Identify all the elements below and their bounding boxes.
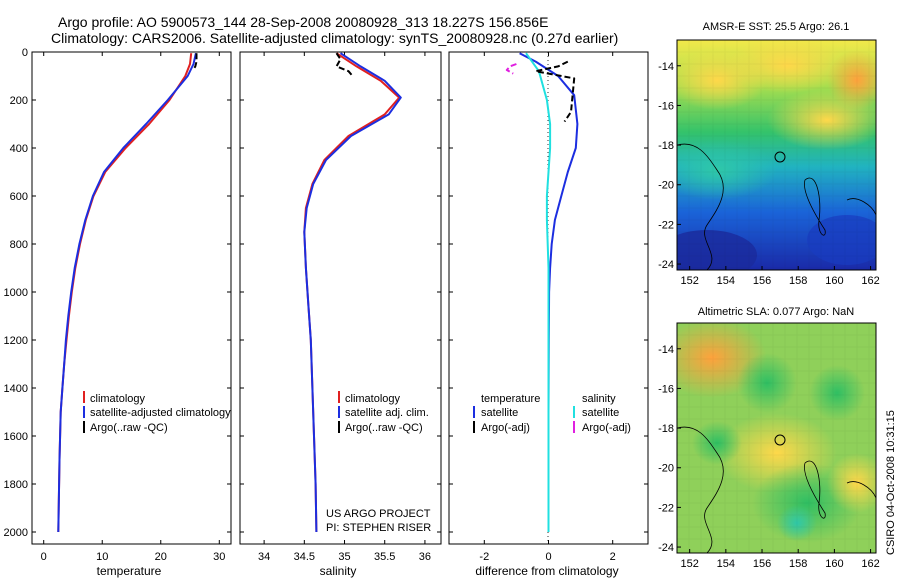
map-y-tick-label: -20: [658, 463, 674, 475]
x-tick-label: 20: [155, 551, 167, 563]
x-tick-label: 0: [41, 551, 47, 563]
map-y-tick-label: -14: [658, 61, 674, 73]
y-tick-label: 1600: [4, 431, 28, 443]
credit-pi: PI: STEPHEN RISER: [326, 522, 431, 534]
salinity-panel: 34 34.5 35 35.5 36 salinity climatology sate…: [239, 51, 442, 578]
salinity-xlabel: salinity: [320, 564, 357, 578]
map-x-tick-label: 160: [825, 558, 843, 570]
temperature-xlabel: temperature: [97, 564, 162, 578]
salinity-legend: climatology satellite adj. clim. Argo(..…: [338, 391, 429, 434]
map-y-tick-label: -22: [658, 502, 674, 514]
difference-panel: -2 0 2 difference from climatology tempera…: [448, 51, 649, 578]
x-tick-label: -2: [479, 551, 489, 563]
legend-label-temperature-satellite: satellite: [481, 407, 518, 419]
map-x-tick-label: 162: [861, 275, 879, 287]
map-x-tick-label: 158: [789, 558, 807, 570]
legend-title-salinity: salinity: [582, 393, 616, 405]
y-tick-label: 200: [10, 95, 28, 107]
map-y-tick-label: -14: [658, 344, 674, 356]
y-tick-label: 1800: [4, 479, 28, 491]
x-tick-label: 10: [96, 551, 108, 563]
sst-map: AMSR-E SST: 25.5 Argo: 26.1 -14 -16 -18 -20…: [658, 21, 880, 287]
credit-project: US ARGO PROJECT: [326, 508, 431, 520]
salinity-axes-frame: [239, 51, 442, 545]
legend-label-satellite: satellite adj. clim.: [345, 407, 429, 419]
series-line-satellite-adjusted-climatology: [57, 52, 197, 533]
sst-map-frame: [676, 39, 877, 271]
map-y-tick-label: -22: [658, 219, 674, 231]
map-x-tick-label: 162: [861, 558, 879, 570]
series-line-temperature-argo-adj: [534, 60, 576, 123]
x-tick-label: 35: [338, 551, 350, 563]
figure-title-line-1: Argo profile: AO 5900573_144 28-Sep-2008…: [58, 14, 548, 30]
temperature-axes-frame: [31, 51, 232, 545]
map-x-tick-label: 156: [753, 275, 771, 287]
map-x-tick-label: 154: [717, 558, 735, 570]
map-y-tick-label: -16: [658, 383, 674, 395]
x-tick-label: 0: [545, 551, 551, 563]
y-tick-label: 0: [22, 47, 28, 59]
y-tick-label: 1200: [4, 335, 28, 347]
sla-map-title: Altimetric SLA: 0.077 Argo: NaN: [698, 306, 855, 318]
sla-map: Altimetric SLA: 0.077 Argo: NaN -14 -16 -1…: [658, 306, 880, 570]
y-tick-label: 1400: [4, 383, 28, 395]
temperature-legend: climatology satellite-adjusted climatolo…: [83, 391, 231, 434]
map-y-tick-label: -24: [658, 542, 674, 554]
map-x-tick-label: 152: [680, 558, 698, 570]
series-line-climatology: [303, 52, 401, 533]
legend-label-argo: Argo(..raw -QC): [345, 422, 423, 434]
sst-map-image: [677, 40, 876, 270]
map-y-tick-label: -18: [658, 423, 674, 435]
x-tick-label: 34.5: [294, 551, 315, 563]
legend-label-argo: Argo(..raw -QC): [90, 422, 168, 434]
series-line-satellite-adj-clim: [303, 52, 402, 533]
map-x-tick-label: 156: [753, 558, 771, 570]
legend-label-climatology: climatology: [90, 393, 146, 405]
map-y-tick-label: -16: [658, 100, 674, 112]
y-tick-label: 800: [10, 239, 28, 251]
series-line-argo-raw-qc: [192, 53, 198, 71]
y-tick-label: 2000: [4, 527, 28, 539]
sla-map-frame: [676, 322, 877, 554]
difference-legend: temperature salinity satellite Argo(-adj…: [473, 393, 631, 434]
legend-label-salinity-satellite: satellite: [582, 407, 619, 419]
y-tick-label: 600: [10, 191, 28, 203]
map-y-tick-label: -24: [658, 259, 674, 271]
sst-map-title: AMSR-E SST: 25.5 Argo: 26.1: [703, 21, 850, 33]
timestamp-stamp: CSIRO 04-Oct-2008 10:31:15: [885, 410, 897, 555]
map-y-tick-label: -18: [658, 140, 674, 152]
map-y-tick-label: -20: [658, 180, 674, 192]
legend-label-salinity-argo: Argo(-adj): [582, 422, 631, 434]
difference-xlabel: difference from climatology: [475, 564, 618, 578]
map-x-tick-label: 160: [825, 275, 843, 287]
x-tick-label: 36: [419, 551, 431, 563]
figure-title-line-2: Climatology: CARS2006. Satellite-adjuste…: [51, 30, 618, 46]
legend-label-satellite-adjusted: satellite-adjusted climatology: [90, 407, 231, 419]
x-tick-label: 2: [610, 551, 616, 563]
series-line-climatology: [57, 53, 193, 533]
legend-label-climatology: climatology: [345, 393, 401, 405]
sla-map-image: [677, 323, 876, 553]
series-line-salinity-argo-adj: [505, 63, 517, 75]
map-x-tick-label: 158: [789, 275, 807, 287]
map-x-tick-label: 152: [680, 275, 698, 287]
x-tick-label: 35.5: [374, 551, 395, 563]
series-line-argo-raw-qc: [335, 52, 354, 77]
x-tick-label: 34: [258, 551, 270, 563]
legend-label-temperature-argo: Argo(-adj): [481, 422, 530, 434]
map-x-tick-label: 154: [717, 275, 735, 287]
y-tick-label: 400: [10, 143, 28, 155]
x-tick-label: 30: [213, 551, 225, 563]
y-tick-label: 1000: [4, 287, 28, 299]
series-line-salinity-satellite: [525, 52, 552, 532]
legend-title-temperature: temperature: [481, 393, 540, 405]
